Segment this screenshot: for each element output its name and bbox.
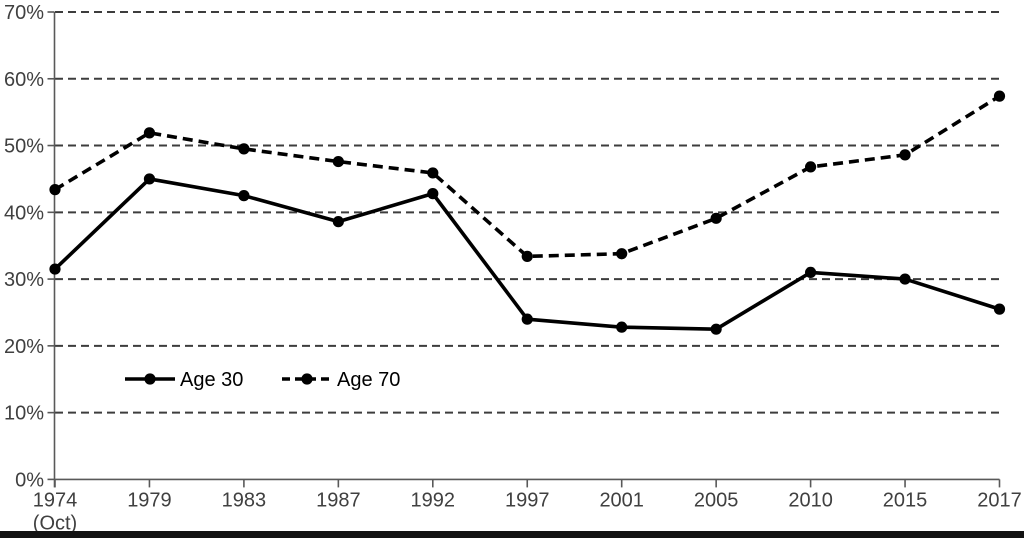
legend-marker-age-30 <box>144 373 156 385</box>
x-tick-label: 2005 <box>694 489 739 511</box>
data-point-age-30 <box>993 303 1006 315</box>
x-tick-label: 1997 <box>505 489 550 511</box>
data-point-age-70 <box>993 90 1006 102</box>
data-point-age-70 <box>805 161 817 173</box>
y-tick-label: 10% <box>4 403 44 425</box>
footer-bar <box>0 531 1024 538</box>
x-tick-label: 1983 <box>222 489 267 511</box>
data-point-age-30 <box>710 323 722 335</box>
x-tick-label: 2017 <box>977 489 1022 511</box>
data-point-age-30 <box>49 263 61 275</box>
x-tick-label: 1992 <box>411 489 456 511</box>
y-tick-label: 50% <box>4 136 44 158</box>
data-point-age-70 <box>332 155 344 168</box>
data-point-age-70 <box>427 167 439 179</box>
data-point-age-30 <box>616 321 628 333</box>
data-point-age-70 <box>49 184 61 196</box>
data-point-age-70 <box>616 248 628 260</box>
y-tick-label: 20% <box>4 336 44 358</box>
data-point-age-70 <box>899 149 911 161</box>
data-point-age-30 <box>427 188 439 200</box>
y-tick-label: 70% <box>4 2 44 24</box>
y-tick-label: 30% <box>4 269 44 291</box>
data-point-age-30 <box>899 273 911 285</box>
data-point-age-30 <box>521 313 533 325</box>
data-point-age-30 <box>143 173 156 185</box>
legend-label-age-30: Age 30 <box>180 369 243 391</box>
series-line-age-70 <box>54 94 1001 259</box>
y-tick-label: 0% <box>15 469 44 491</box>
data-point-age-70 <box>521 250 533 262</box>
x-tick-label: 2001 <box>599 489 644 511</box>
data-point-age-70 <box>143 127 156 139</box>
legend-marker-age-70 <box>301 373 313 385</box>
data-point-age-30 <box>238 190 250 202</box>
x-tick-label: 1979 <box>127 489 172 511</box>
data-point-age-30 <box>805 266 817 279</box>
y-tick-label: 40% <box>4 202 44 224</box>
x-tick-label: 2015 <box>883 489 928 511</box>
x-tick-label: 1987 <box>316 489 361 511</box>
y-tick-label: 60% <box>4 69 44 91</box>
x-tick-label-note: (Oct) <box>33 512 77 534</box>
data-point-age-30 <box>332 216 344 228</box>
x-tick-label: 1974 <box>33 489 78 511</box>
data-point-age-70 <box>238 143 250 155</box>
x-tick-label: 2010 <box>788 489 833 511</box>
data-point-age-70 <box>710 212 722 224</box>
legend-label-age-70: Age 70 <box>337 369 400 391</box>
